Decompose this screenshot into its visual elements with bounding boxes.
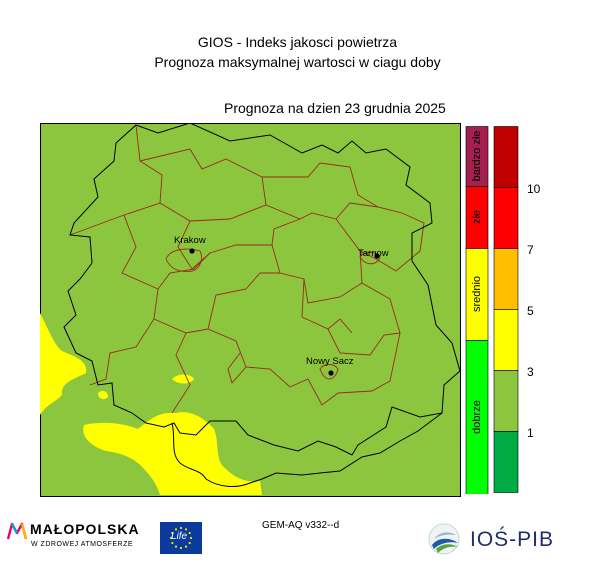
district-line (153, 318, 309, 388)
legend-category-swatch (465, 340, 489, 494)
moderate-area-small (98, 390, 108, 400)
district-line (227, 352, 247, 384)
ios-pib-mark-icon (428, 523, 460, 555)
region-border (63, 123, 461, 456)
moderate-area-south (83, 412, 263, 495)
legend-scale-swatch (493, 370, 519, 432)
district-line (262, 162, 379, 208)
legend-category-label: srednio (471, 276, 483, 312)
district-line (171, 332, 191, 414)
legend-category-label: bardzo złe (471, 131, 483, 182)
chart-title: GIOS - Indeks jakosci powietrza (197, 34, 398, 50)
city-marker (189, 248, 195, 254)
city-marker (328, 370, 334, 376)
legend-scale-swatch (493, 126, 519, 188)
model-version: GEM-AQ v332--d (262, 520, 340, 531)
malopolska-name: MAŁOPOLSKA (30, 521, 140, 537)
city-label: Krakow (174, 235, 206, 246)
legend-tick-1: 1 (527, 426, 534, 440)
legend-category-label: dobrze (471, 400, 483, 434)
district-line (335, 202, 425, 272)
district-line (89, 288, 159, 386)
eu-life-logo: Life (160, 522, 202, 554)
legend-color-scale (493, 126, 519, 493)
city-marker (374, 253, 380, 259)
district-line (301, 278, 401, 356)
eu-stars-icon (169, 526, 193, 550)
life-label: Life (171, 531, 188, 542)
district-line (177, 218, 301, 270)
malopolska-logo: MAŁOPOLSKA W ZDROWEJ ATMOSFERZE (6, 520, 139, 548)
district-line (327, 318, 353, 334)
malopolska-tagline: W ZDROWEJ ATMOSFERZE (31, 541, 134, 548)
city-label: Tarnow (358, 248, 389, 259)
district-line (69, 124, 163, 236)
tarnow-boundary (359, 252, 381, 265)
forecast-map: Krakow Tarnow Nowy Sacz (40, 123, 461, 497)
malopolska-mark-icon (6, 522, 28, 540)
ios-pib-logo: IOŚ-PIB (426, 521, 553, 562)
district-line (139, 148, 267, 206)
legend-scale-swatch (493, 248, 519, 310)
forecast-date: Prognoza na dzien 23 grudnia 2025 (224, 100, 446, 116)
map-legend: bardzo złe złe srednio dobrze (465, 126, 519, 494)
district-line (307, 282, 401, 406)
city-label: Nowy Sacz (306, 356, 354, 367)
city-markers: Krakow Tarnow Nowy Sacz (174, 235, 389, 376)
legend-category-label: złe (471, 210, 483, 224)
legend-categories: bardzo złe złe srednio dobrze (465, 126, 489, 494)
legend-scale-swatch (493, 187, 519, 249)
legend-scale-swatch (493, 309, 519, 371)
legend-tick-5: 5 (527, 304, 534, 318)
nowy-sacz-boundary (319, 364, 339, 380)
moderate-area-west (40, 313, 87, 415)
ios-pib-name: IOŚ-PIB (470, 528, 555, 551)
krakow-boundary (165, 248, 203, 272)
legend-tick-7: 7 (527, 243, 534, 257)
chart-subtitle: Prognoza maksymalnej wartosci w ciagu do… (154, 54, 441, 70)
city-boundaries (165, 248, 381, 380)
district-line (207, 272, 280, 330)
country-border (171, 412, 443, 487)
district-boundaries (69, 124, 425, 414)
legend-tick-10: 10 (527, 182, 541, 196)
legend-scale-swatch (493, 431, 519, 493)
legend-tick-3: 3 (527, 365, 534, 379)
